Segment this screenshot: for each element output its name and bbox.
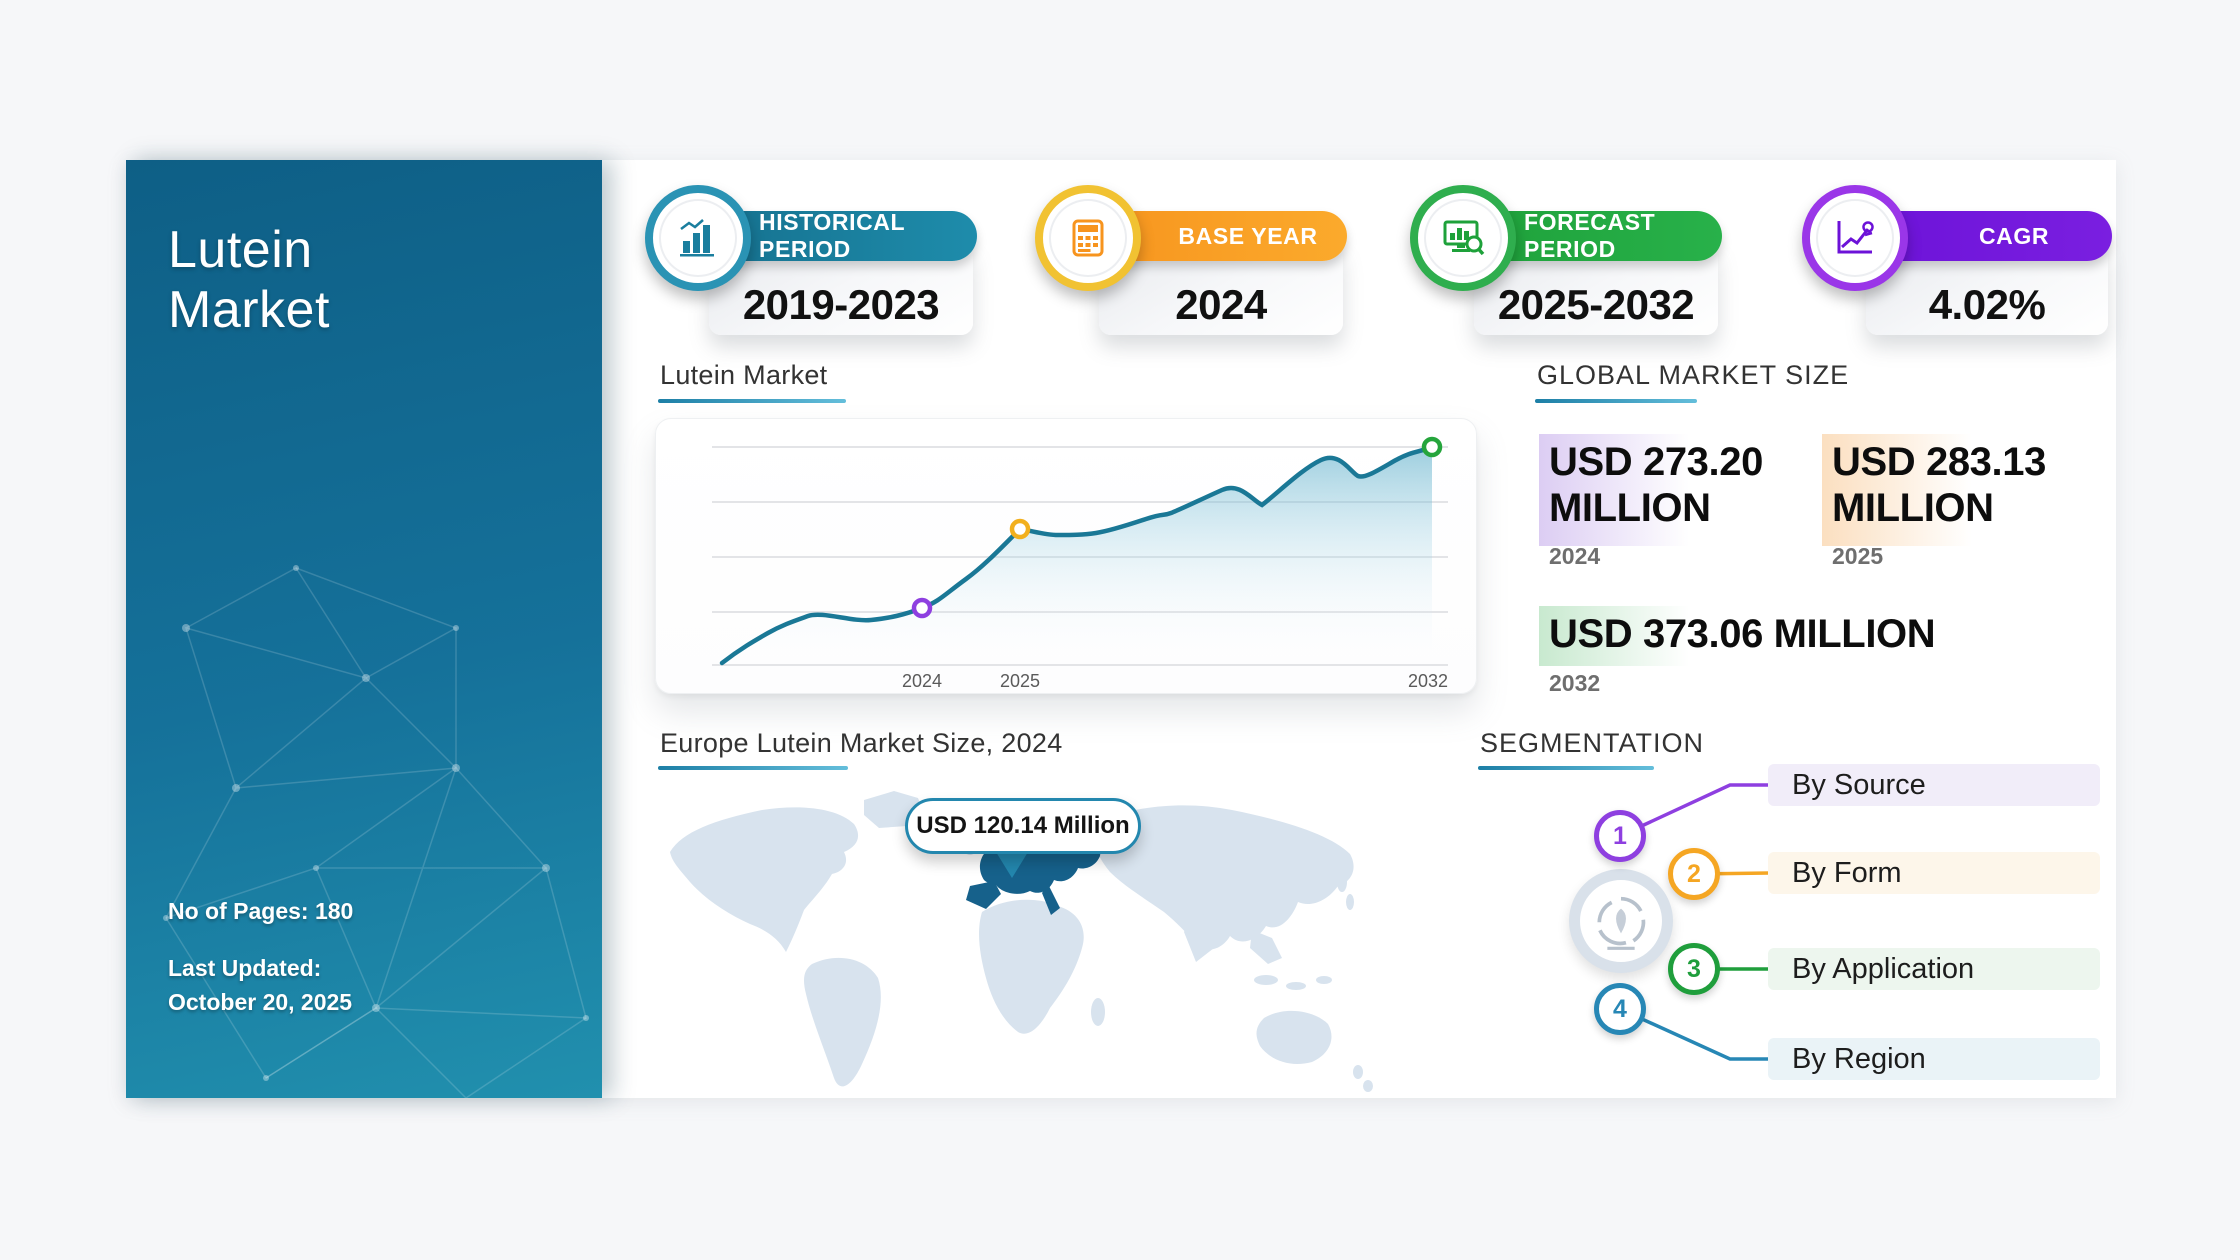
- segment-by-region: By Region: [1768, 1038, 2100, 1080]
- segment-number-3: 3: [1668, 943, 1720, 995]
- segment-by-application: By Application: [1768, 948, 2100, 990]
- badge-base-year: BASE YEAR 2024: [1035, 185, 1347, 337]
- monitor-chart-icon: [1443, 220, 1485, 256]
- segment-number-4: 4: [1594, 983, 1646, 1035]
- sidebar: Lutein Market No of Pages: 180 Last Upda…: [126, 160, 602, 1098]
- network-decoration: [163, 565, 589, 1098]
- market-trend-chart: 2024 2025 2032: [655, 418, 1477, 694]
- segment-by-source: By Source: [1768, 764, 2100, 806]
- x-tick-2032: 2032: [1408, 671, 1448, 691]
- market-size-2025-year: 2025: [1832, 543, 1884, 570]
- segmentation-underline: [1478, 766, 1654, 770]
- segmentation-icon: [1597, 896, 1646, 950]
- europe-map-title: Europe Lutein Market Size, 2024: [660, 728, 1063, 758]
- market-size-2024: USD 273.20 MILLION 2024: [1539, 433, 1827, 570]
- chart-title-underline: [658, 399, 846, 403]
- segment-number-2: 2: [1668, 848, 1720, 900]
- market-size-2025-value: USD 283.13 MILLION: [1822, 433, 2110, 547]
- bar-chart-icon: [680, 219, 714, 257]
- badge-historical-period: HISTORICAL PERIOD 2019-2023: [645, 185, 977, 337]
- segmentation-title: SEGMENTATION: [1480, 728, 1705, 758]
- badge-cagr: CAGR 4.02%: [1802, 185, 2112, 337]
- report-title: Lutein Market: [168, 221, 330, 340]
- marker-2024: [911, 597, 933, 619]
- europe-map-underline: [658, 766, 848, 770]
- callout-pointer: [996, 852, 1028, 878]
- map-continents: [670, 791, 1373, 1092]
- segment-number-1: 1: [1594, 810, 1646, 862]
- calculator-icon: [1072, 219, 1104, 257]
- market-size-2025: USD 283.13 MILLION 2025: [1822, 433, 2110, 570]
- x-tick-2025: 2025: [1000, 671, 1040, 691]
- pages-count: No of Pages: 180: [168, 898, 354, 924]
- europe-market-callout: USD 120.14 Million: [905, 798, 1141, 854]
- segmentation-hub: [1569, 869, 1673, 973]
- world-map: [652, 780, 1397, 1103]
- market-size-2032: USD 373.06 MILLION 2032: [1539, 606, 2109, 697]
- growth-chart-icon: [1837, 221, 1874, 254]
- x-tick-2024: 2024: [902, 671, 942, 691]
- market-size-2032-value: USD 373.06 MILLION: [1539, 606, 2109, 666]
- segment-by-form: By Form: [1768, 852, 2100, 894]
- last-updated: Last Updated: October 20, 2025: [168, 955, 353, 1015]
- market-size-2024-value: USD 273.20 MILLION: [1539, 433, 1827, 547]
- global-market-size-title: GLOBAL MARKET SIZE: [1537, 360, 1850, 390]
- badge-forecast-period: FORECAST PERIOD 2025-2032: [1410, 185, 1722, 337]
- marker-2025: [1009, 518, 1031, 540]
- trend-line: [719, 444, 1435, 666]
- global-market-size-underline: [1535, 399, 1697, 403]
- marker-2032: [1421, 436, 1443, 458]
- market-size-2032-year: 2032: [1549, 669, 1601, 696]
- chart-section-title: Lutein Market: [660, 360, 828, 390]
- market-size-2024-year: 2024: [1549, 543, 1601, 570]
